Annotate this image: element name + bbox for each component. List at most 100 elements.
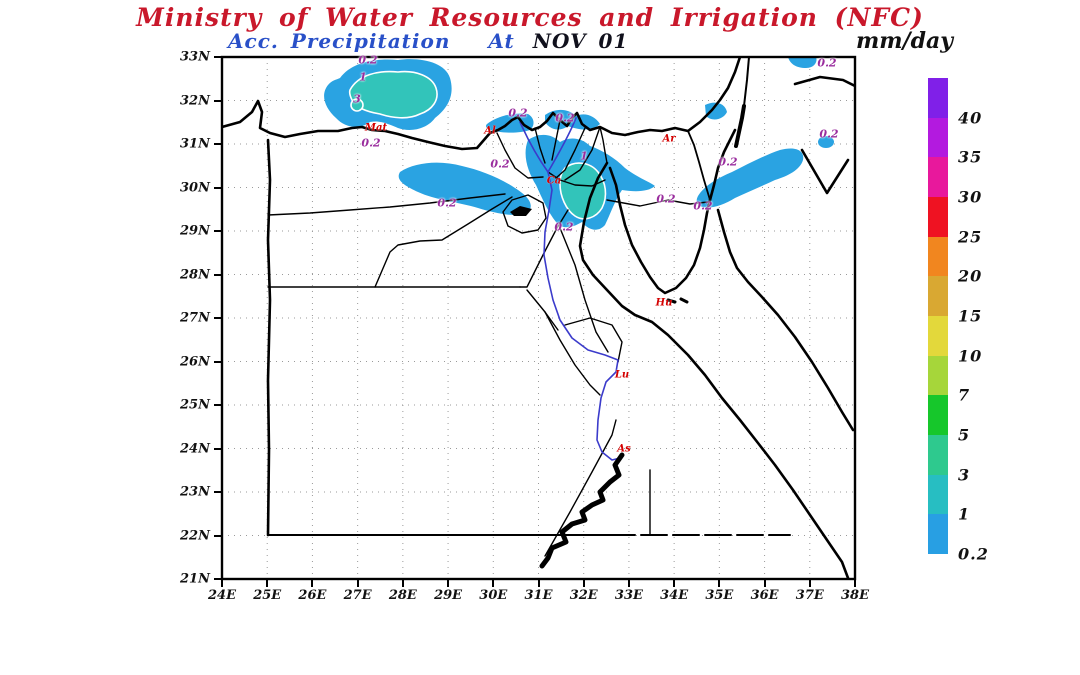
x-axis-tick	[537, 579, 540, 587]
x-axis-tick	[582, 579, 585, 587]
x-axis-tick	[356, 579, 359, 587]
lake-qarun	[510, 206, 532, 216]
jordan-river	[743, 57, 750, 107]
precip-core-matruh-3mm	[350, 98, 364, 112]
station-label: As	[617, 443, 631, 455]
dead-sea	[734, 104, 746, 148]
subtitle-variable: Acc. Precipitation	[228, 29, 451, 53]
x-axis-label: 36E	[750, 588, 779, 603]
colorbar-value-label: 5	[958, 425, 971, 445]
y-axis-label: 25N	[180, 397, 210, 413]
x-axis-label: 33E	[614, 588, 643, 603]
x-axis-label: 24E	[208, 588, 236, 603]
colorbar-segment	[928, 474, 948, 515]
lake-nasser	[539, 452, 625, 569]
x-axis-tick	[221, 579, 223, 587]
y-axis-label: 22N	[180, 528, 210, 543]
y-axis-tick	[214, 360, 222, 363]
x-axis-tick	[492, 579, 495, 587]
colorbar-segment	[928, 355, 948, 396]
contour-label: 0.2	[437, 196, 457, 210]
x-axis-label: 30E	[479, 588, 508, 603]
page-title: Ministry of Water Resources and Irrigati…	[136, 3, 924, 32]
y-axis-tick	[214, 534, 222, 537]
colorbar-value-label: 40	[958, 108, 983, 128]
y-axis-label: 31N	[180, 136, 210, 152]
x-axis-tick	[627, 579, 630, 587]
station-label: Al	[484, 125, 496, 137]
contour-label: 0.2	[358, 53, 378, 67]
syria-border	[793, 75, 855, 88]
x-axis-label: 34E	[660, 588, 689, 603]
gulf-of-suez-red-sea-coast	[578, 161, 850, 579]
x-axis-label: 26E	[298, 588, 327, 603]
x-axis-tick	[673, 579, 676, 587]
sinai-peninsula-coast	[608, 166, 712, 295]
x-axis-tick	[401, 579, 404, 587]
y-axis-label: 27N	[180, 310, 210, 326]
y-axis-label: 29N	[180, 223, 210, 239]
contour-label: 0.2	[361, 136, 381, 150]
coastlines-and-borders	[222, 57, 855, 579]
x-axis-tick	[266, 579, 269, 587]
y-axis-tick	[214, 404, 222, 406]
units-label: mm/day	[856, 28, 954, 54]
x-axis-label: 37E	[795, 588, 824, 603]
y-axis-label: 30N	[180, 180, 210, 195]
precip-core-delta	[559, 162, 607, 220]
colorbar-value-label: 25	[958, 227, 983, 247]
y-axis-label: 23N	[180, 484, 210, 500]
contour-label: 0.2	[819, 127, 839, 141]
y-axis-label: 24N	[180, 441, 210, 456]
x-axis-tick	[763, 579, 766, 587]
colorbar-segment	[928, 78, 948, 118]
x-axis-label: 25E	[253, 588, 282, 603]
precip-blob-negev	[696, 148, 804, 208]
y-axis-tick	[214, 56, 222, 58]
contour-label: 0.2	[554, 220, 574, 234]
contour-label: 0.2	[656, 192, 676, 206]
y-axis-tick	[214, 578, 222, 580]
precip-blob-small-east	[818, 136, 834, 148]
contour-label: 3	[353, 92, 361, 106]
colorbar-segment	[928, 316, 948, 356]
colorbar-value-label: 3	[958, 465, 971, 485]
contour-label: 0.2	[555, 111, 575, 125]
x-axis-label: 27E	[343, 588, 372, 603]
colorbar-segment	[928, 157, 948, 197]
precip-core-matruh	[348, 70, 438, 119]
colorbar-segment	[928, 236, 948, 277]
subtitle: Acc. Precipitation At NOV 01	[228, 29, 628, 53]
colorbar-value-label: 10	[958, 346, 983, 366]
egypt-israel-border	[687, 130, 711, 201]
nile-river	[519, 117, 621, 461]
colorbar-value-label: 0.2	[958, 544, 989, 564]
y-axis-tick	[214, 317, 222, 319]
precip-blob-corner	[788, 57, 817, 68]
y-axis-label: 28N	[180, 267, 210, 282]
x-axis-label: 32E	[569, 588, 598, 603]
contour-label: 0.2	[508, 106, 528, 120]
x-axis-tick	[808, 579, 811, 587]
colorbar-segment	[928, 117, 948, 158]
governorate-borders	[267, 119, 709, 557]
tiran-islands	[666, 297, 689, 304]
contour-label: 1	[359, 70, 367, 84]
y-axis-label: 26N	[180, 354, 210, 369]
x-axis-tick	[854, 579, 856, 587]
x-axis-label: 28E	[388, 588, 417, 603]
colorbar-segment	[928, 276, 948, 316]
contour-label: 0.2	[718, 155, 738, 169]
station-label: Hu	[655, 297, 673, 309]
colorbar-value-label: 7	[958, 385, 971, 405]
contour-label: 0.2	[693, 199, 713, 213]
x-axis-label: 31E	[524, 588, 553, 603]
x-axis-label: 38E	[841, 588, 869, 603]
y-axis-tick	[214, 273, 222, 276]
y-axis-label: 33N	[180, 49, 210, 65]
x-axis-tick	[447, 579, 450, 587]
colorbar-segment	[928, 197, 948, 237]
precip-blob-wadi-natrun	[398, 162, 531, 215]
precip-blob-gaza-sea	[705, 102, 727, 120]
